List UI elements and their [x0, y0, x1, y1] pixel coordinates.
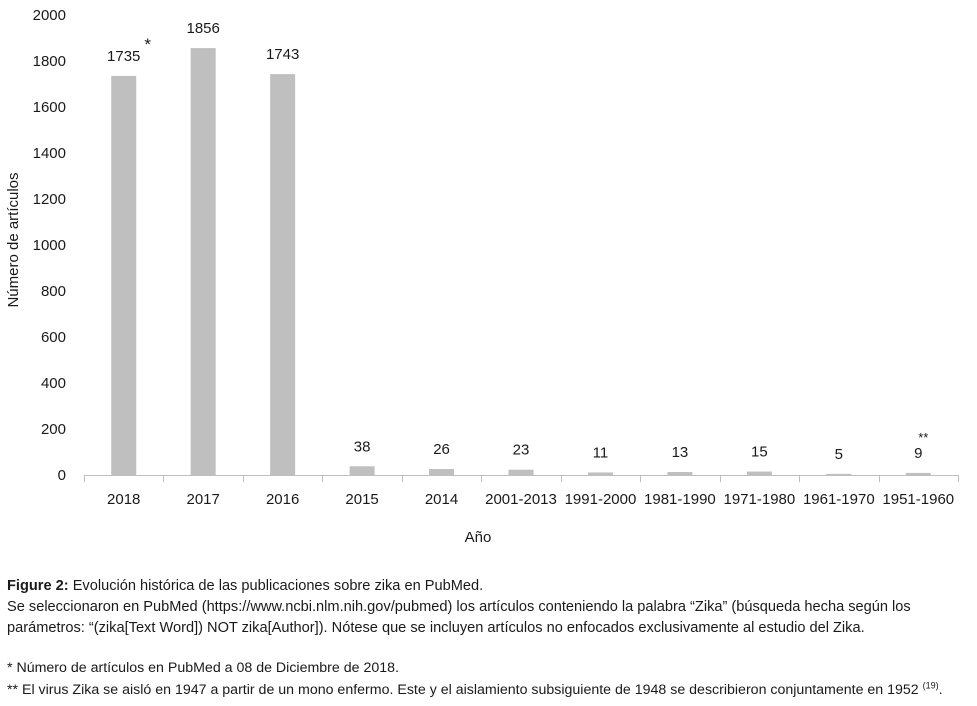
x-tick-label: 1991-2000 [565, 491, 637, 508]
x-tick-label: 2001-2013 [485, 491, 557, 508]
x-axis-ticks: 2018 2017 2016 2015 2014 2001-2013 1991-2000 19… [107, 491, 954, 508]
y-axis-ticks: 0 200 400 600 800 1000 1200 1400 1600 1800 2000 [33, 7, 66, 484]
bar-value-label: 1735 [107, 48, 140, 65]
y-tick-label: 800 [41, 283, 66, 300]
x-tick-label: 1981-1990 [644, 491, 716, 508]
x-tick-label: 2014 [425, 491, 458, 508]
y-tick-label: 1400 [33, 145, 66, 162]
footnote-2-end: . [938, 682, 943, 698]
y-tick-label: 1200 [33, 191, 66, 208]
caption-description: Se seleccionaron en PubMed (https://www.… [7, 599, 911, 636]
x-tick-label: 2016 [266, 491, 299, 508]
bar [746, 471, 772, 475]
bar-value-label: 1856 [186, 20, 219, 37]
bar-marker: ** [918, 430, 928, 445]
bar [111, 75, 137, 475]
x-axis-label: Año [465, 529, 492, 546]
bar [905, 472, 931, 475]
y-tick-label: 0 [58, 467, 66, 484]
y-tick-label: 400 [41, 375, 66, 392]
caption-label: Figure 2: [7, 578, 69, 594]
bar [349, 466, 375, 475]
y-axis-label: Número de artículos [5, 172, 22, 307]
footnote-2: ** El virus Zika se aisló en 1947 a part… [7, 679, 972, 701]
y-tick-label: 1800 [33, 53, 66, 70]
bar-value-label: 38 [354, 438, 371, 455]
x-tick-label: 1951-1960 [882, 491, 954, 508]
bar-marker: * [144, 35, 151, 54]
x-tick-label: 1971-1980 [723, 491, 795, 508]
bar-value-label: 9 [914, 445, 922, 462]
bar [587, 472, 613, 475]
x-tick-label: 2015 [345, 491, 378, 508]
bar-value-label: 13 [672, 444, 689, 461]
bar [270, 74, 296, 476]
footnote-2-reference: (19) [922, 680, 939, 691]
bar [429, 469, 455, 475]
footnote-1: * Número de artículos en PubMed a 08 de … [7, 660, 399, 676]
x-tick-label: 2017 [186, 491, 219, 508]
y-tick-label: 1000 [33, 237, 66, 254]
bars [111, 48, 931, 476]
bar [508, 469, 534, 475]
footnote-2-text: ** El virus Zika se aisló en 1947 a part… [7, 682, 919, 698]
bar-value-label: 11 [593, 444, 609, 461]
caption-title: Evolución histórica de las publicaciones… [72, 578, 484, 594]
x-tick-label: 2018 [107, 491, 140, 508]
bar [826, 473, 852, 475]
footnotes: * Número de artículos en PubMed a 08 de … [7, 657, 972, 701]
bar-value-label: 26 [433, 441, 450, 458]
bar-value-label: 23 [513, 442, 530, 459]
bar-value-label: 5 [835, 446, 843, 463]
bar [667, 472, 693, 475]
caption-heading: Figure 2: Evolución histórica de las pub… [7, 576, 972, 597]
axes [84, 475, 959, 482]
y-tick-label: 1600 [33, 99, 66, 116]
y-tick-label: 600 [41, 329, 66, 346]
bar-chart: 0 200 400 600 800 1000 1200 1400 1600 1800 2000 17… [5, 7, 959, 546]
bar-value-label: 1743 [266, 46, 299, 63]
bar-value-label: 15 [751, 444, 768, 461]
bar [190, 48, 216, 476]
y-tick-label: 200 [41, 421, 66, 438]
bar-value-labels: 1735* 1856 1743 38 26 23 11 13 15 5 9** [107, 20, 928, 463]
figure-caption: Figure 2: Evolución histórica de las pub… [7, 576, 972, 639]
x-tick-label: 1961-1970 [803, 491, 875, 508]
y-tick-label: 2000 [33, 7, 66, 24]
